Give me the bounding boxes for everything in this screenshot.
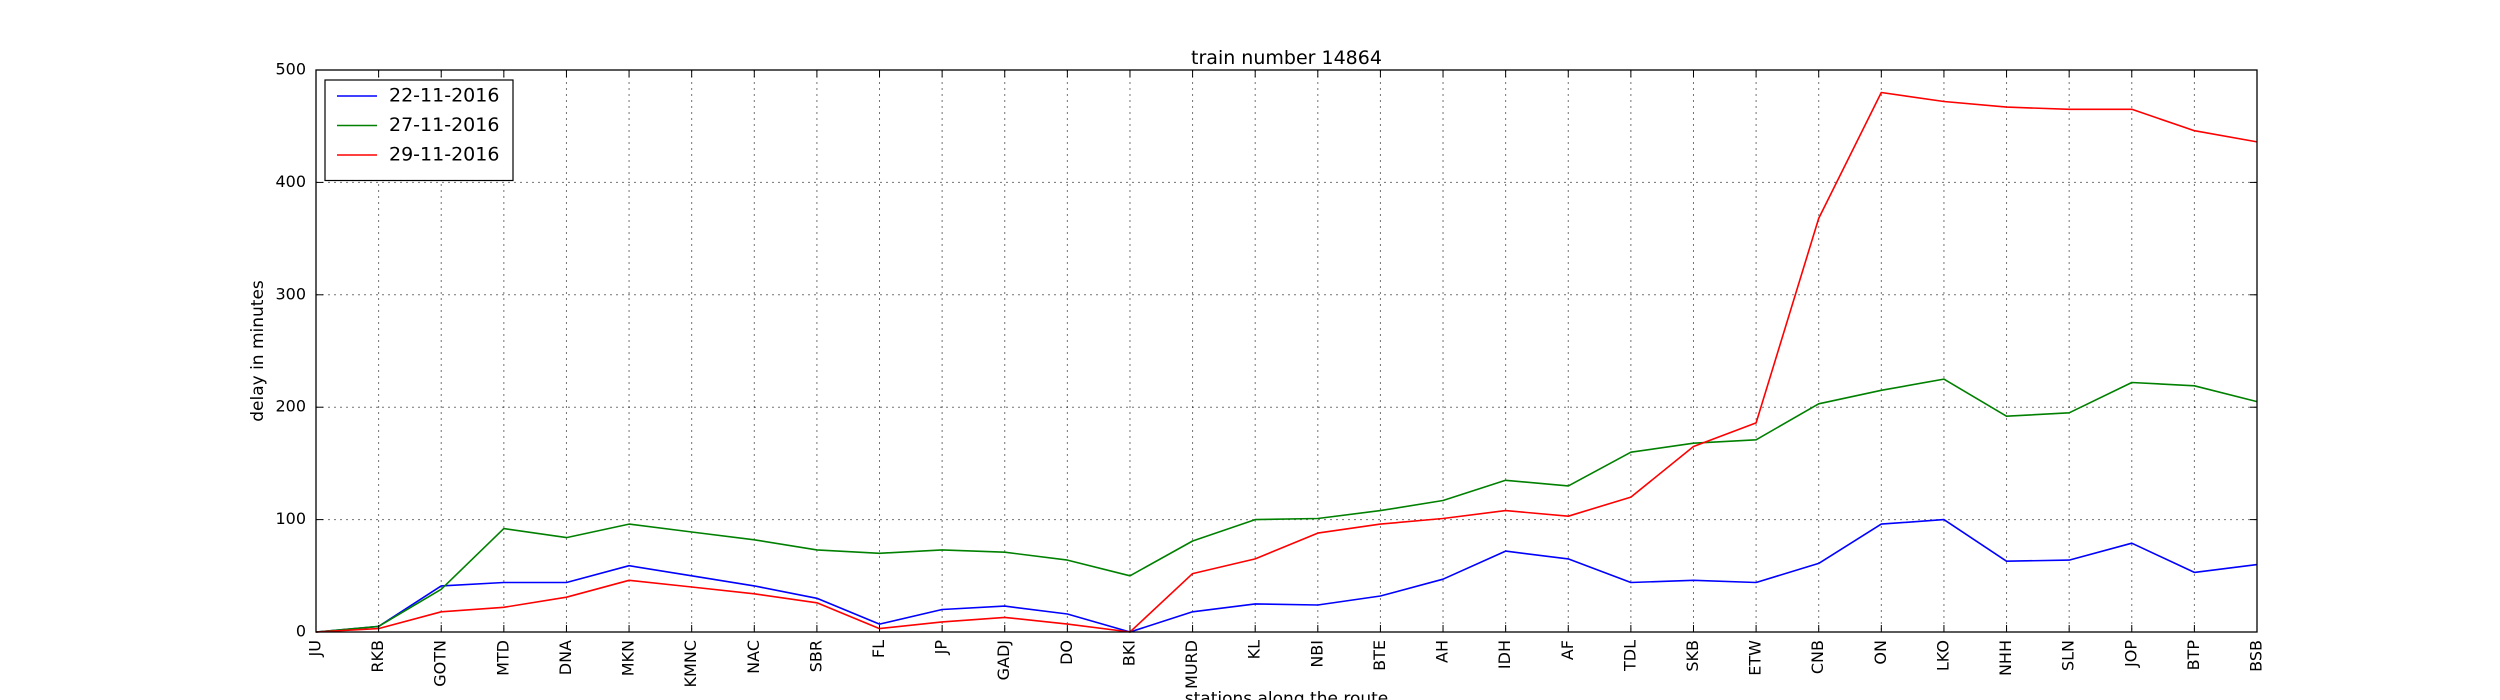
x-tick-label: SLN [2059,640,2078,671]
y-tick-label: 400 [275,172,306,191]
series-line [315,91,2258,633]
legend: 22-11-2016 27-11-2016 29-11-2016 [324,79,514,182]
x-tick-label: CNB [1808,640,1827,674]
series-line [315,378,2258,633]
x-tick-label: JU [306,640,325,657]
x-tick-label: MTD [493,640,512,676]
y-tick-label: 200 [275,397,306,416]
x-tick-label: JP [932,640,951,656]
x-tick-label: ON [1871,640,1890,665]
grid [316,70,2257,632]
x-tick-label: BTP [2184,640,2203,671]
x-tick-label: NBI [1307,640,1326,668]
x-tick-label: GADJ [994,640,1013,680]
x-tick-label: TDL [1620,640,1639,672]
chart-title: train number 14864 [1191,47,1382,69]
x-tick-label: BKI [1119,640,1138,666]
x-axis-title: stations along the route [1185,689,1389,700]
x-tick-label: LKO [1933,640,1952,671]
x-tick-label: MKN [619,640,638,676]
x-tick-label: NHH [1996,640,2015,676]
series-line [315,518,2258,633]
x-tick-label: MURD [1182,640,1201,689]
series-lines [315,91,2258,633]
x-tick-label: RKB [368,640,387,673]
x-tick-label: JOP [2121,640,2140,668]
x-tick-label: BSB [2247,640,2266,672]
x-tick-label: KL [1245,640,1264,659]
x-tick-label: KMNC [681,640,700,687]
x-tick-label: IDH [1495,640,1514,669]
y-axis-title: delay in minutes [248,280,268,422]
x-tick-label: NAC [744,640,763,674]
y-tick-label: 500 [275,60,306,79]
axis-ticks: JU RKB GOTN MTD DNA MKN KMNC NAC SBR FL JP GADJ DO BK… [275,60,2265,689]
x-tick-label: AH [1433,640,1452,663]
x-tick-label: DO [1057,640,1076,665]
y-tick-label: 100 [275,509,306,528]
legend-label: 22-11-2016 [389,85,499,107]
x-tick-label: BTE [1370,640,1389,671]
x-tick-label: DNA [556,640,575,675]
y-tick-label: 300 [275,284,306,303]
x-tick-label: FL [869,640,888,658]
legend-label: 29-11-2016 [389,144,499,166]
plot-frame [315,69,2258,633]
x-tick-label: SBR [806,640,825,672]
legend-label: 27-11-2016 [389,114,499,136]
x-tick-label: GOTN [431,640,450,687]
x-tick-label: AF [1558,640,1577,660]
y-tick-label: 0 [296,622,306,641]
x-tick-label: SKB [1683,640,1702,672]
x-tick-label: ETW [1746,640,1765,676]
